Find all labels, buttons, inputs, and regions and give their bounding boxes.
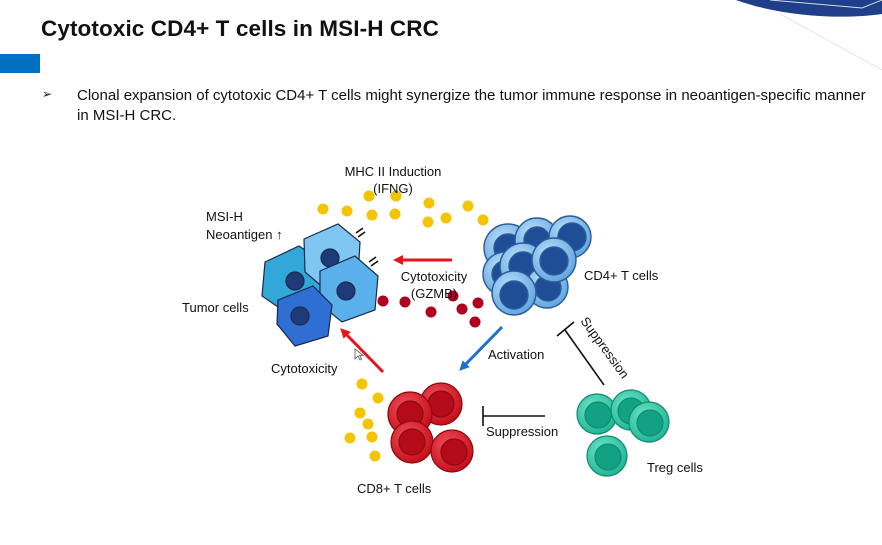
tumor-cells-label: Tumor cells bbox=[182, 300, 249, 315]
gzmb-label: (GZMB) bbox=[411, 286, 457, 301]
cytotoxicity-gzmb-label: Cytotoxicity bbox=[401, 269, 468, 284]
tumor-cells bbox=[261, 223, 379, 347]
mouse-cursor-icon bbox=[354, 348, 365, 361]
treg-cells bbox=[576, 389, 670, 477]
bullet-arrow-icon: ➢ bbox=[42, 87, 53, 101]
title-accent-bar bbox=[0, 54, 40, 73]
activation-arrow bbox=[459, 325, 504, 371]
cd4-t-cells-label: CD4+ T cells bbox=[584, 268, 659, 283]
cd8-t-cells-label: CD8+ T cells bbox=[357, 481, 432, 496]
mhc-induction-label: MHC II Induction bbox=[345, 164, 442, 179]
msih-label: MSI-H bbox=[206, 209, 243, 224]
neoantigen-label: Neoantigen ↑ bbox=[206, 227, 283, 242]
ifng-label: (IFNG) bbox=[373, 181, 413, 196]
bullet-text: Clonal expansion of cytotoxic CD4+ T cel… bbox=[77, 87, 866, 124]
treg-suppress-cd4-inhibitor bbox=[556, 321, 605, 386]
cd8-to-tumor-arrow bbox=[340, 328, 385, 374]
suppression-cd4-label: Suppression bbox=[578, 314, 633, 381]
cd8-t-cells bbox=[387, 382, 474, 473]
cd8-yellow-dots bbox=[344, 378, 384, 462]
slide-title: Cytotoxic CD4+ T cells in MSI-H CRC bbox=[41, 16, 439, 41]
treg-suppress-cd8-inhibitor bbox=[482, 406, 545, 426]
cd4-t-cells bbox=[482, 215, 592, 316]
activation-label: Activation bbox=[488, 347, 544, 362]
cytotoxicity-cd8-label: Cytotoxicity bbox=[271, 361, 338, 376]
decorative-corner bbox=[736, 0, 882, 70]
mhc-receptor-icons bbox=[355, 227, 379, 267]
ifng-dots bbox=[317, 190, 489, 228]
treg-cells-label: Treg cells bbox=[647, 460, 703, 475]
suppression-cd8-label: Suppression bbox=[486, 424, 558, 439]
gzmb-dots bbox=[377, 290, 484, 328]
